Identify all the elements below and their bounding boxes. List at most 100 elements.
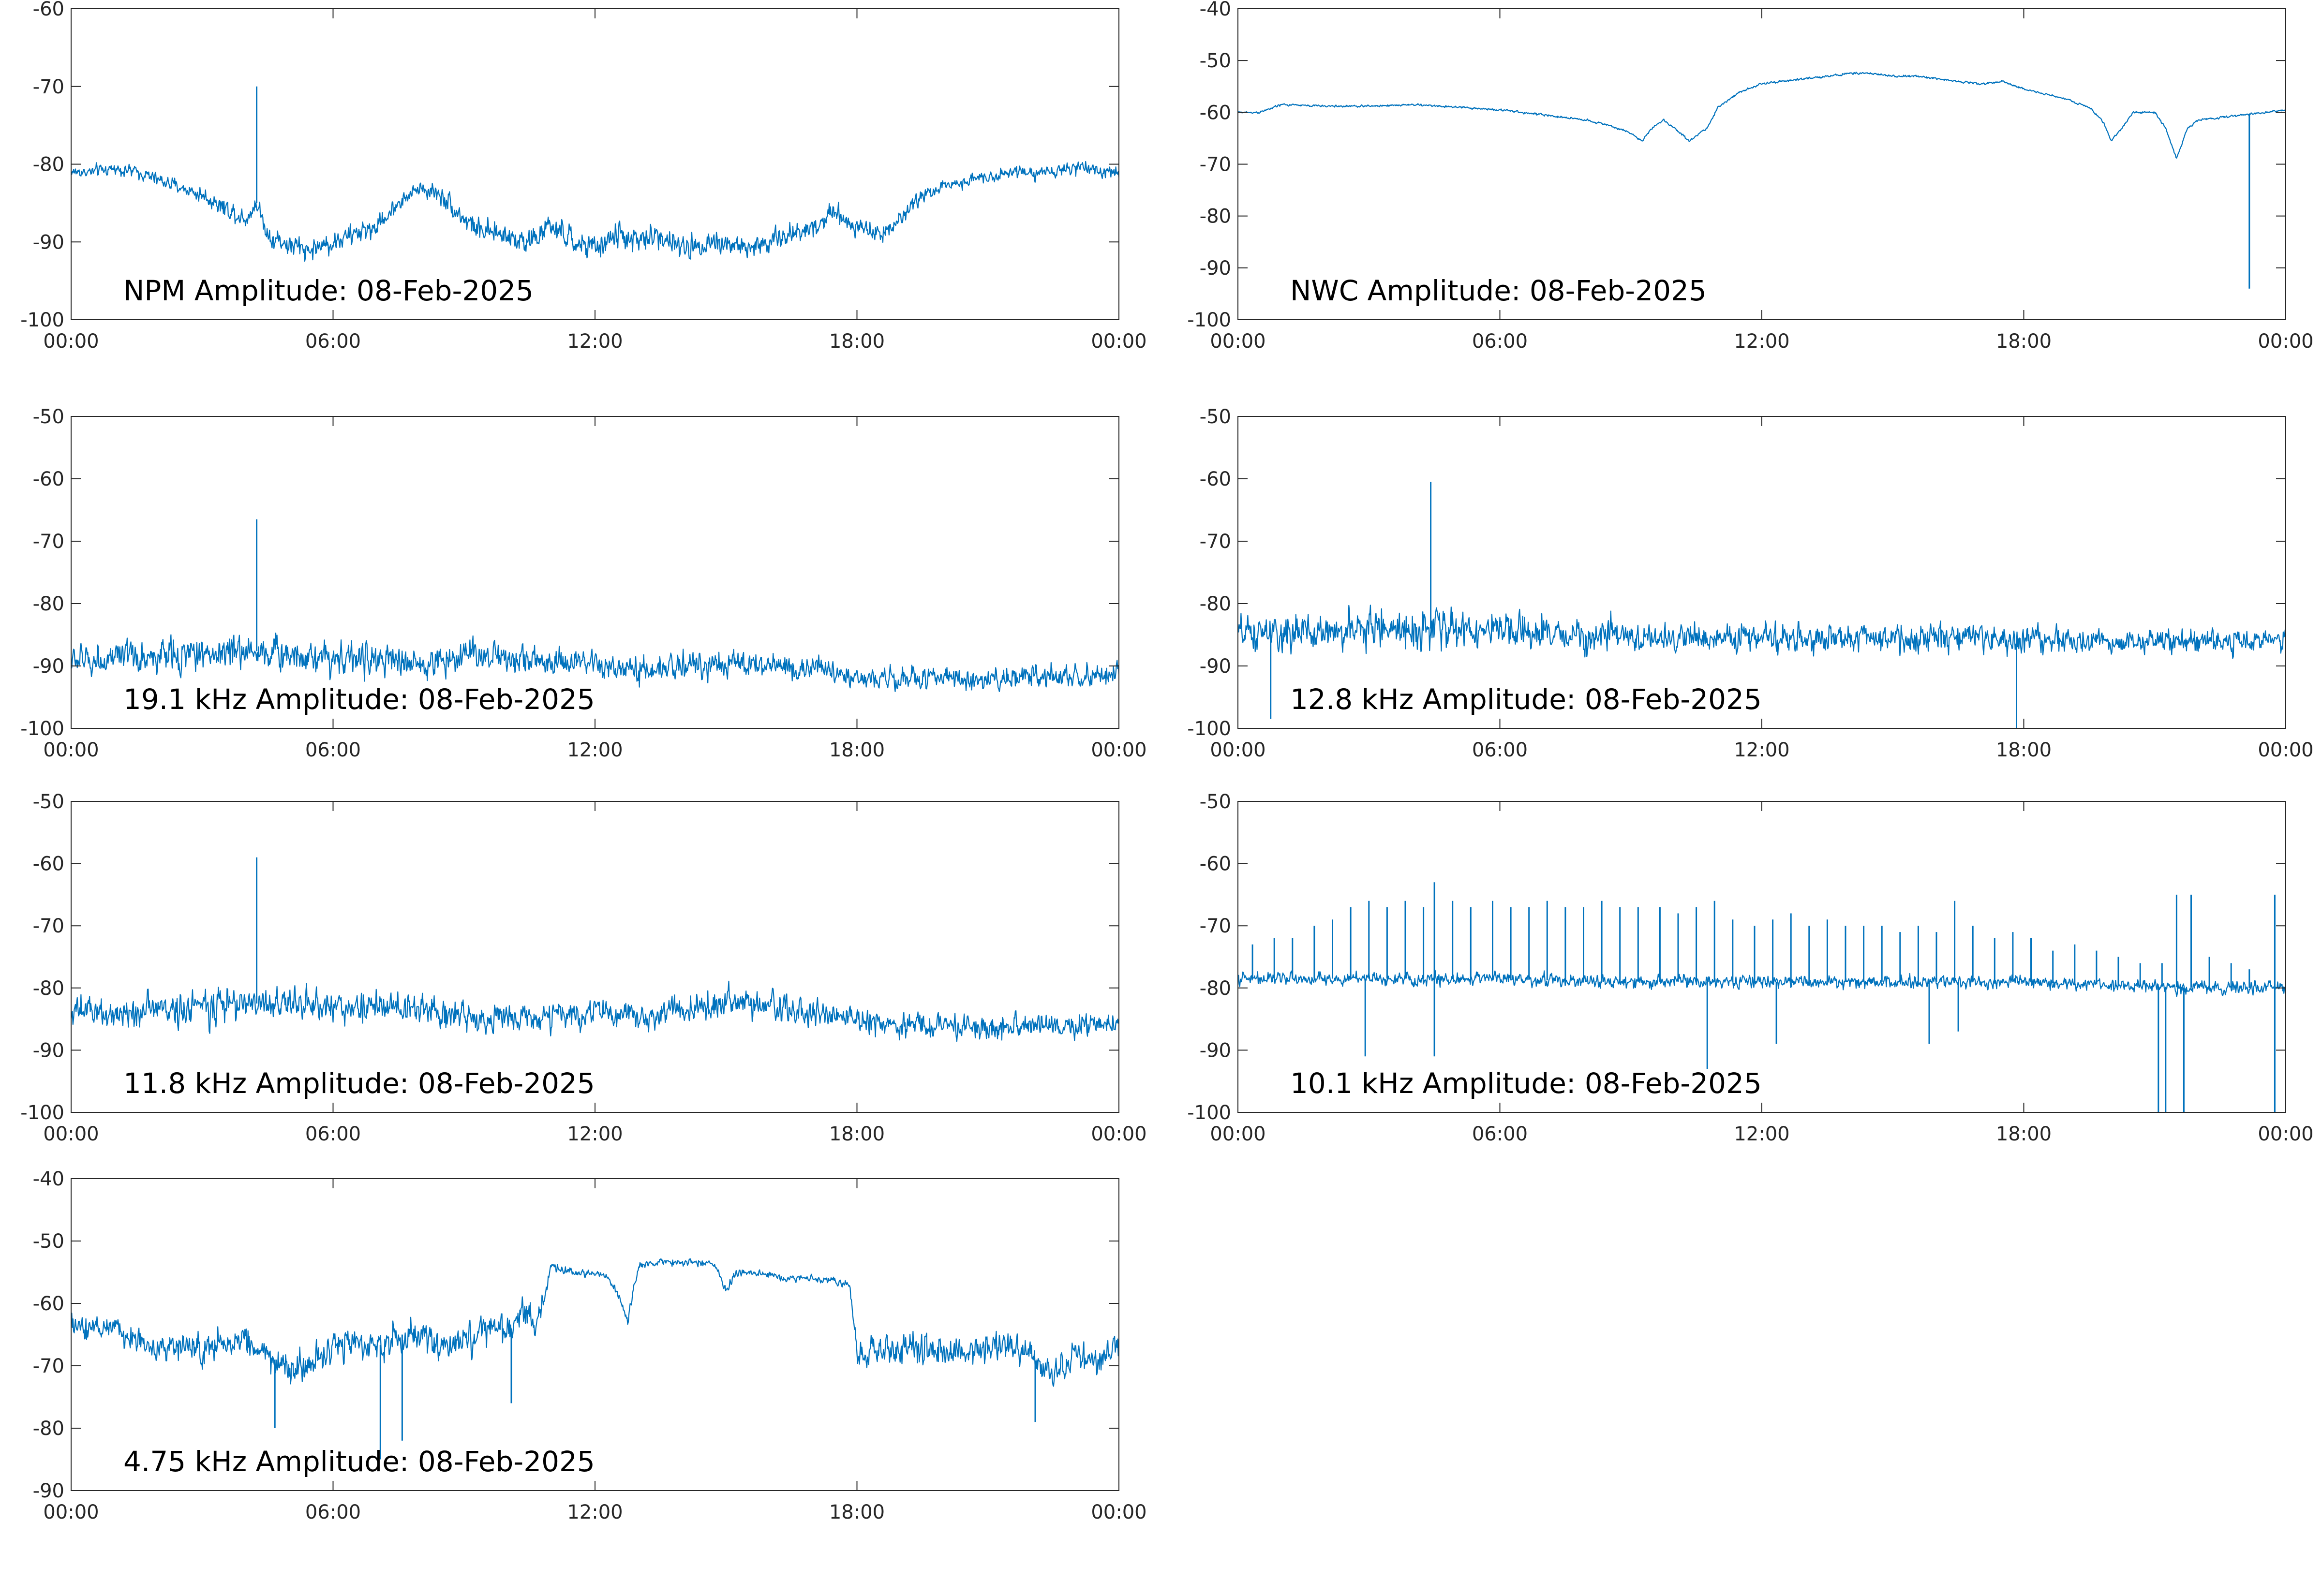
- x-tick-label: 00:00: [43, 330, 99, 353]
- series-group: [71, 519, 1119, 692]
- y-tick-label: -90: [33, 1039, 64, 1062]
- x-tick-label: 18:00: [1996, 1123, 2052, 1145]
- y-tick-label: -100: [1187, 1102, 1231, 1124]
- x-tick-label: 00:00: [43, 1501, 99, 1523]
- y-tick-label: -60: [1200, 102, 1231, 124]
- x-tick-label: 00:00: [2258, 330, 2313, 353]
- y-tick-label: -60: [33, 0, 64, 20]
- y-tick-label: -90: [33, 655, 64, 678]
- y-tick-label: -80: [33, 1418, 64, 1440]
- series-line: [1238, 970, 2286, 997]
- y-tick-label: -40: [1200, 0, 1231, 20]
- y-tick-label: -70: [1200, 531, 1231, 553]
- series-group: [1238, 72, 2286, 289]
- y-tick-label: -50: [33, 1230, 64, 1253]
- x-tick-label: 06:00: [305, 330, 361, 353]
- series-line: [1238, 72, 2286, 159]
- y-tick-label: -70: [1200, 915, 1231, 937]
- panel-title: NPM Amplitude: 08-Feb-2025: [123, 274, 534, 307]
- y-tick-label: -70: [33, 915, 64, 937]
- y-tick-label: -50: [33, 406, 64, 428]
- x-tick-label: 06:00: [305, 1501, 361, 1523]
- y-tick-label: -100: [20, 1102, 64, 1124]
- y-tick-label: -70: [33, 531, 64, 553]
- x-tick-label: 18:00: [829, 330, 885, 353]
- y-tick-label: -80: [1200, 593, 1231, 615]
- series-group: [1238, 882, 2286, 1112]
- x-tick-label: 06:00: [1472, 739, 1528, 761]
- x-tick-label: 06:00: [305, 739, 361, 761]
- x-tick-label: 06:00: [305, 1123, 361, 1145]
- y-tick-label: -80: [1200, 977, 1231, 1000]
- y-tick-label: -70: [1200, 154, 1231, 176]
- panel-title: 12.8 kHz Amplitude: 08-Feb-2025: [1290, 683, 1762, 716]
- y-tick-label: -90: [1200, 1039, 1231, 1062]
- y-tick-label: -70: [33, 76, 64, 98]
- x-tick-label: 18:00: [829, 1501, 885, 1523]
- series-line: [71, 1258, 1119, 1387]
- x-tick-label: 12:00: [567, 1123, 623, 1145]
- panel-title: 10.1 kHz Amplitude: 08-Feb-2025: [1290, 1067, 1762, 1100]
- y-tick-label: -100: [1187, 309, 1231, 331]
- y-tick-label: -50: [1200, 791, 1231, 813]
- panel-title: 4.75 kHz Amplitude: 08-Feb-2025: [123, 1445, 595, 1478]
- x-tick-label: 00:00: [2258, 1123, 2313, 1145]
- y-tick-label: -60: [33, 1293, 64, 1315]
- series-group: [1238, 482, 2286, 728]
- series-line: [71, 980, 1119, 1042]
- x-tick-label: 06:00: [1472, 330, 1528, 353]
- y-tick-label: -80: [33, 593, 64, 615]
- series-line: [71, 161, 1119, 262]
- y-tick-label: -50: [1200, 406, 1231, 428]
- y-tick-label: -50: [33, 791, 64, 813]
- x-tick-label: 12:00: [567, 330, 623, 353]
- x-tick-label: 12:00: [567, 1501, 623, 1523]
- y-tick-label: -100: [1187, 718, 1231, 740]
- y-tick-label: -90: [1200, 655, 1231, 678]
- x-tick-label: 00:00: [1210, 1123, 1265, 1145]
- x-tick-label: 00:00: [1210, 330, 1265, 353]
- x-tick-label: 18:00: [1996, 330, 2052, 353]
- series-group: [71, 1258, 1119, 1460]
- y-tick-label: -60: [1200, 468, 1231, 490]
- panel-title: 11.8 kHz Amplitude: 08-Feb-2025: [123, 1067, 595, 1100]
- y-tick-label: -80: [1200, 206, 1231, 228]
- y-tick-label: -100: [20, 309, 64, 331]
- y-tick-label: -60: [33, 853, 64, 875]
- x-tick-label: 12:00: [1734, 330, 1789, 353]
- panel-title: 19.1 kHz Amplitude: 08-Feb-2025: [123, 683, 595, 716]
- y-tick-label: -90: [33, 231, 64, 253]
- x-tick-label: 12:00: [1734, 1123, 1789, 1145]
- x-tick-label: 12:00: [1734, 739, 1789, 761]
- x-tick-label: 00:00: [1091, 1123, 1146, 1145]
- x-tick-label: 12:00: [567, 739, 623, 761]
- series-line: [1238, 605, 2286, 659]
- y-tick-label: -60: [33, 468, 64, 490]
- x-tick-label: 00:00: [1091, 1501, 1146, 1523]
- y-tick-label: -100: [20, 718, 64, 740]
- x-tick-label: 00:00: [43, 1123, 99, 1145]
- y-tick-label: -40: [33, 1168, 64, 1190]
- x-tick-label: 00:00: [2258, 739, 2313, 761]
- x-tick-label: 00:00: [1091, 739, 1146, 761]
- x-tick-label: 06:00: [1472, 1123, 1528, 1145]
- series-group: [71, 857, 1119, 1042]
- y-tick-label: -50: [1200, 50, 1231, 72]
- y-tick-label: -80: [33, 977, 64, 1000]
- x-tick-label: 00:00: [1091, 330, 1146, 353]
- x-tick-label: 18:00: [1996, 739, 2052, 761]
- x-tick-label: 00:00: [1210, 739, 1265, 761]
- y-tick-label: -70: [33, 1355, 64, 1377]
- x-tick-label: 00:00: [43, 739, 99, 761]
- x-tick-label: 18:00: [829, 739, 885, 761]
- y-tick-label: -90: [1200, 257, 1231, 280]
